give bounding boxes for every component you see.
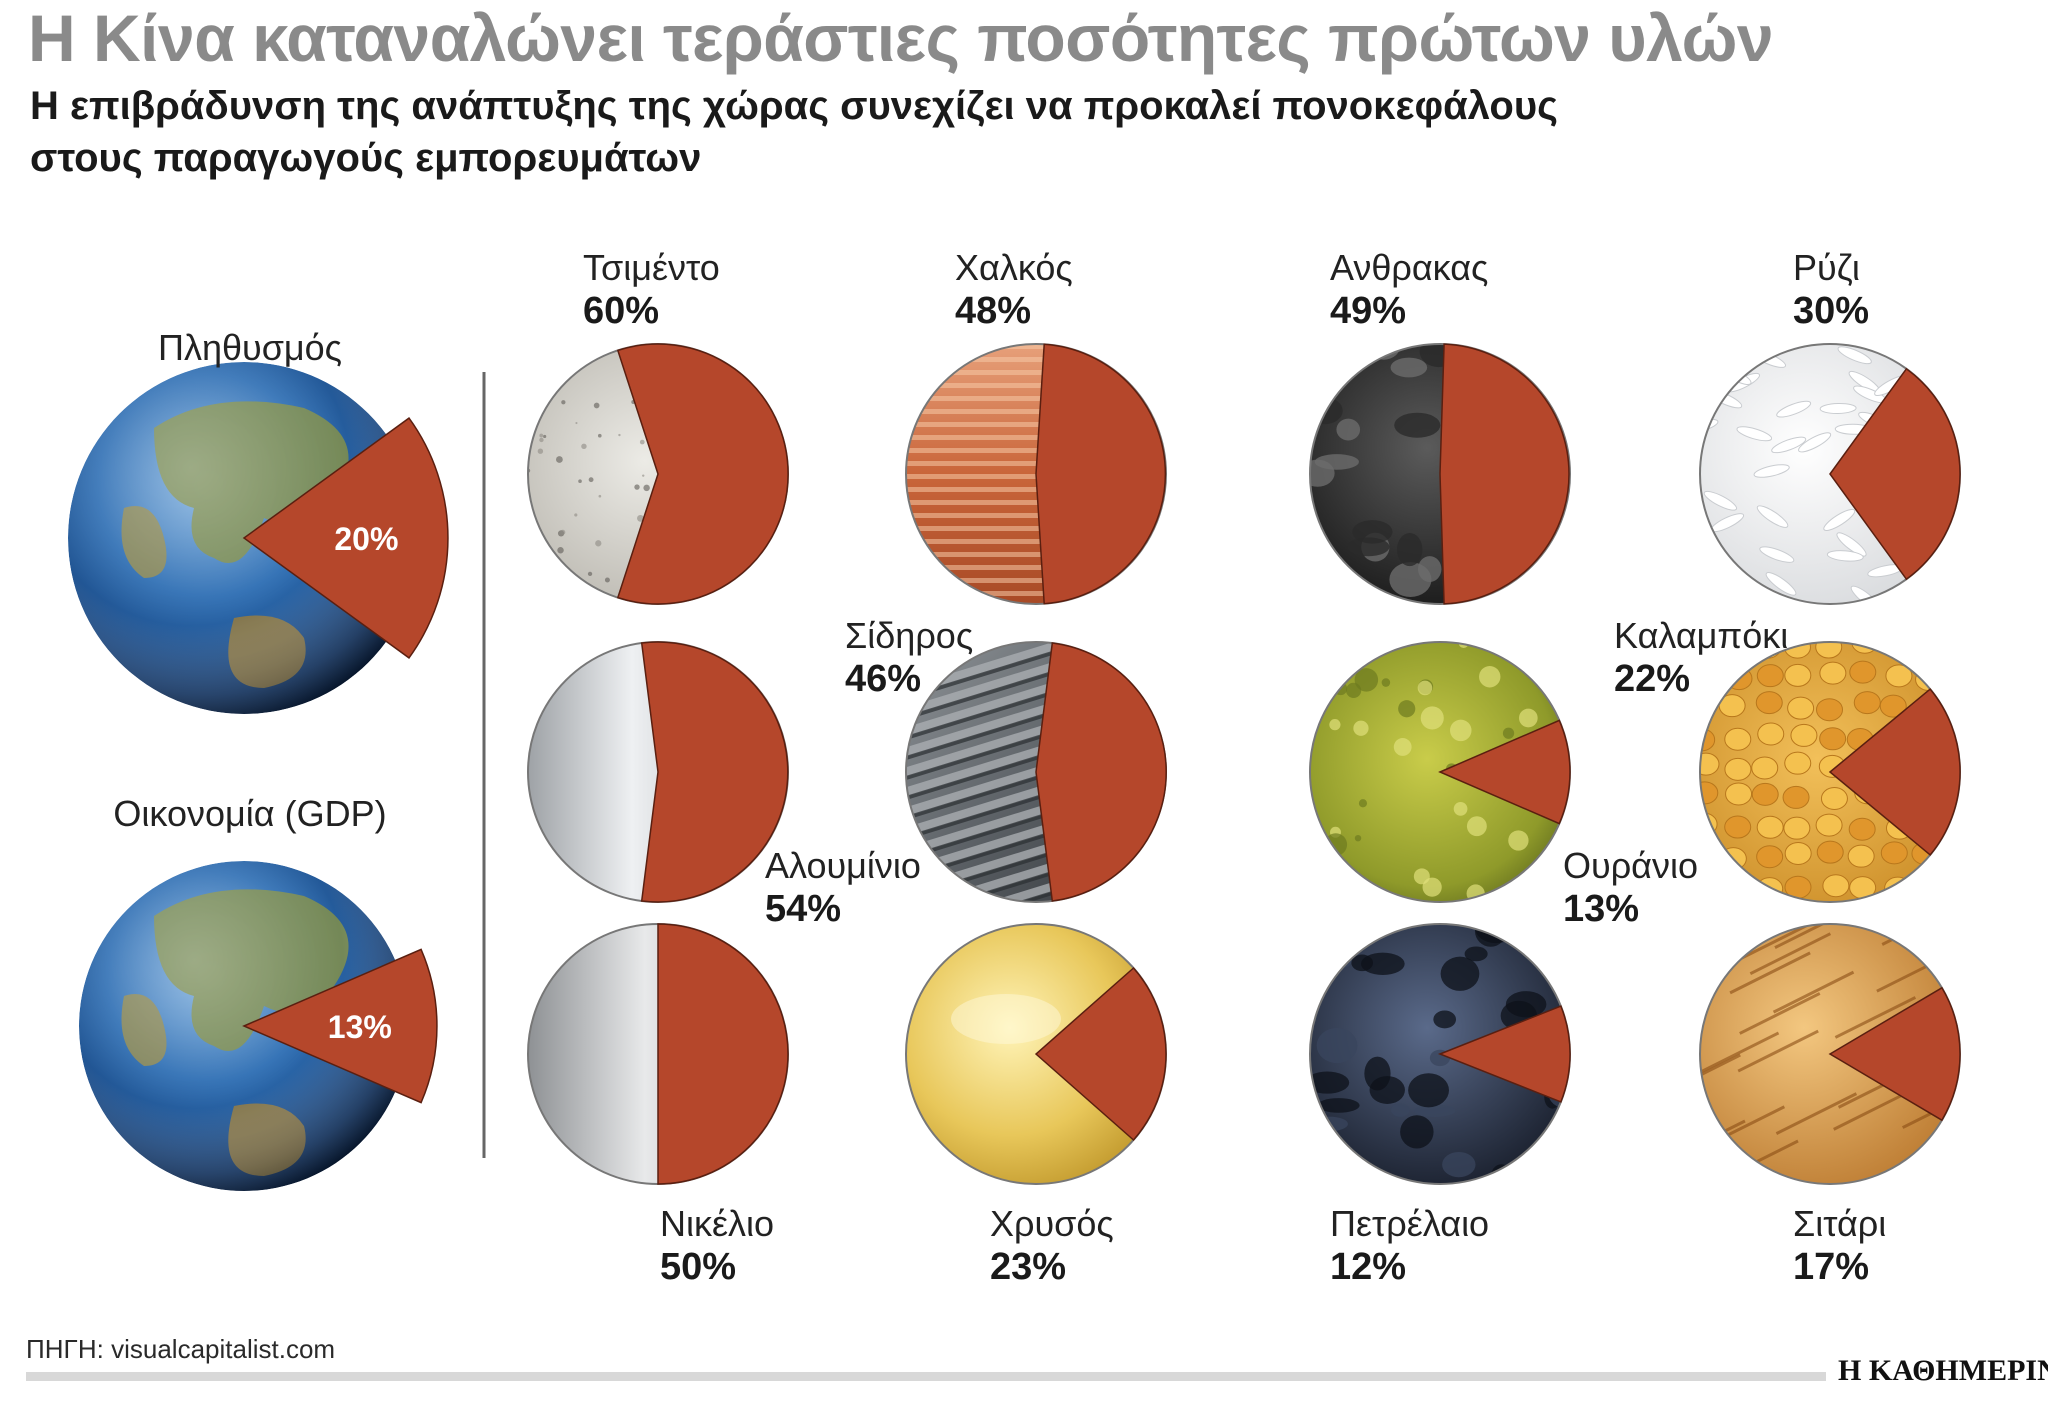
name-label-1: Χαλκός (955, 247, 1073, 288)
name-label-0: Τσιμέντο (583, 247, 720, 288)
value-label-world-1: 13% (328, 1009, 392, 1045)
pie-slice-6 (1438, 719, 1571, 825)
chart-title: Η Κίνα καταναλώνει τεράστιες ποσότητες π… (28, 1, 1774, 75)
name-label-4: Αλουμίνιο (765, 845, 921, 886)
name-label-8: Νικέλιο (660, 1203, 774, 1244)
pie-slice-1 (1035, 343, 1167, 605)
value-label-6: 13% (1563, 888, 1639, 930)
value-label-11: 17% (1793, 1246, 1869, 1288)
footer-bar (26, 1372, 1826, 1381)
pie-slice-world-0 (242, 417, 449, 659)
value-label-3: 30% (1793, 290, 1869, 332)
name-label-6: Ουράνιο (1563, 845, 1698, 886)
publisher-logo: Η ΚΑΘΗΜΕΡΙΝΗ (1838, 1354, 2048, 1387)
name-label-10: Πετρέλαιο (1330, 1203, 1489, 1244)
value-label-8: 50% (660, 1246, 736, 1288)
pie-slice-9 (1034, 966, 1167, 1142)
name-label-3: Ρύζι (1793, 247, 1860, 288)
chart-subtitle-line-2: στους παραγωγούς εμπορευμάτων (30, 136, 702, 180)
name-label-2: Ανθρακας (1330, 247, 1488, 288)
value-label-9: 23% (990, 1246, 1066, 1288)
value-label-4: 54% (765, 888, 841, 930)
pie-slice-11 (1828, 986, 1961, 1122)
source-note: ΠΗΓΗ: visualcapitalist.com (26, 1334, 336, 1364)
value-label-10: 12% (1330, 1246, 1406, 1288)
value-label-5: 46% (845, 658, 921, 700)
pie-slice-7 (1828, 688, 1961, 856)
name-label-world-0: Πληθυσμός (158, 327, 342, 368)
value-label-0: 60% (583, 290, 659, 332)
pie-slice-8 (657, 923, 789, 1185)
value-label-2: 49% (1330, 290, 1406, 332)
name-label-11: Σιτάρι (1793, 1203, 1886, 1244)
name-label-9: Χρυσός (990, 1203, 1114, 1244)
pie-slice-world-1 (242, 948, 438, 1104)
pie-slice-2 (1439, 343, 1570, 605)
pie-slice-10 (1437, 1005, 1571, 1103)
pie-slice-3 (1829, 367, 1961, 581)
value-label-7: 22% (1614, 658, 1690, 700)
name-label-world-1: Οικονομία (GDP) (113, 793, 386, 834)
name-label-7: Καλαμπόκι (1614, 615, 1788, 656)
name-label-5: Σίδηρος (845, 615, 973, 656)
pie-slice-5 (1035, 642, 1167, 902)
chart-subtitle-line-1: Η επιβράδυνση της ανάπτυξης της χώρας συ… (30, 84, 1558, 128)
value-label-world-0: 20% (334, 521, 398, 557)
pie-slice-4 (640, 641, 789, 903)
value-label-1: 48% (955, 290, 1031, 332)
pie-slice-0 (616, 343, 789, 605)
